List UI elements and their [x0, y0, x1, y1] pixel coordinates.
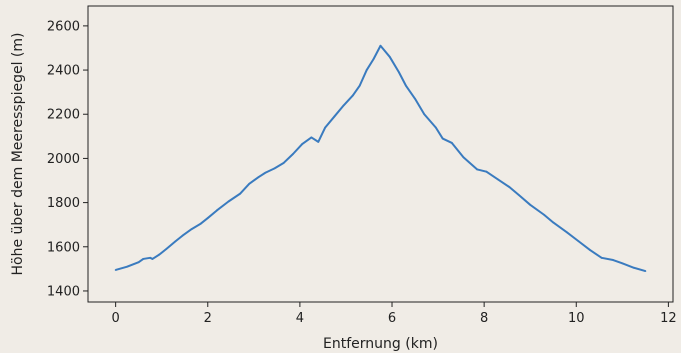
data-point — [485, 170, 488, 173]
y-axis-label: Höhe über dem Meeresspiegel (m) — [10, 33, 26, 276]
data-point — [216, 209, 218, 212]
series-points — [114, 44, 647, 272]
data-point — [149, 256, 152, 259]
data-point — [365, 69, 368, 71]
y-tick-label: 1600 — [47, 240, 80, 255]
y-tick-label: 1400 — [47, 284, 80, 299]
data-point — [577, 240, 580, 243]
x-axis: 0 2 4 6 8 10 12 — [111, 302, 677, 326]
data-point — [476, 168, 479, 171]
data-point — [137, 261, 140, 264]
data-point — [239, 192, 241, 195]
data-point — [612, 259, 615, 261]
y-tick-label: 2600 — [47, 19, 80, 34]
data-point — [543, 213, 545, 216]
plot-area — [87, 5, 674, 303]
data-point — [114, 269, 117, 271]
x-tick-label: 8 — [480, 311, 488, 326]
data-point — [517, 193, 520, 196]
data-point — [257, 176, 260, 179]
data-point — [451, 142, 453, 144]
data-point — [199, 222, 202, 225]
y-tick-label: 2400 — [47, 64, 80, 79]
data-point — [358, 84, 361, 87]
data-point — [342, 104, 345, 107]
data-point — [151, 258, 154, 260]
data-point — [388, 55, 391, 58]
data-point — [434, 126, 437, 129]
y-axis: 1400 1600 1800 2000 2200 2400 2600 — [47, 19, 88, 299]
data-point — [333, 115, 336, 118]
data-point — [529, 203, 532, 206]
data-point — [248, 182, 251, 185]
data-point — [158, 253, 161, 256]
data-point — [600, 256, 603, 259]
data-point — [273, 167, 276, 170]
x-tick-label: 10 — [568, 311, 585, 326]
data-point — [589, 249, 591, 251]
data-point — [372, 58, 375, 60]
series-line — [115, 44, 646, 273]
x-tick-label: 6 — [388, 311, 396, 326]
y-tick-label: 2000 — [47, 152, 80, 167]
data-point — [126, 265, 129, 268]
y-tick-label: 2200 — [47, 108, 80, 123]
data-point — [292, 153, 294, 155]
data-point — [398, 71, 400, 74]
x-tick-label: 4 — [296, 311, 304, 326]
data-point — [508, 186, 511, 189]
x-axis-label: Entfernung (km) — [323, 336, 438, 352]
data-point — [351, 94, 354, 97]
data-point — [462, 156, 465, 159]
data-point — [142, 258, 145, 260]
data-point — [181, 234, 184, 237]
data-point — [644, 270, 647, 272]
data-point — [414, 97, 416, 100]
x-tick-label: 12 — [660, 311, 677, 326]
data-point — [497, 178, 499, 181]
data-point — [404, 84, 407, 87]
data-point — [310, 136, 313, 139]
data-point — [174, 240, 177, 243]
data-point — [165, 248, 168, 250]
data-point — [441, 137, 444, 140]
data-point — [552, 221, 555, 224]
data-point — [379, 44, 382, 47]
x-tick-label: 2 — [204, 311, 212, 326]
data-point — [621, 262, 624, 265]
data-point — [324, 126, 327, 129]
data-point — [264, 171, 267, 174]
data-point — [206, 217, 209, 219]
data-point — [190, 228, 193, 231]
data-point — [227, 200, 230, 203]
y-tick-label: 1800 — [47, 196, 80, 211]
data-point — [301, 143, 304, 145]
data-point — [566, 231, 568, 234]
data-point — [282, 161, 285, 164]
data-point — [423, 113, 426, 116]
x-tick-label: 0 — [111, 311, 119, 326]
data-point — [632, 266, 635, 269]
data-point — [317, 140, 320, 143]
